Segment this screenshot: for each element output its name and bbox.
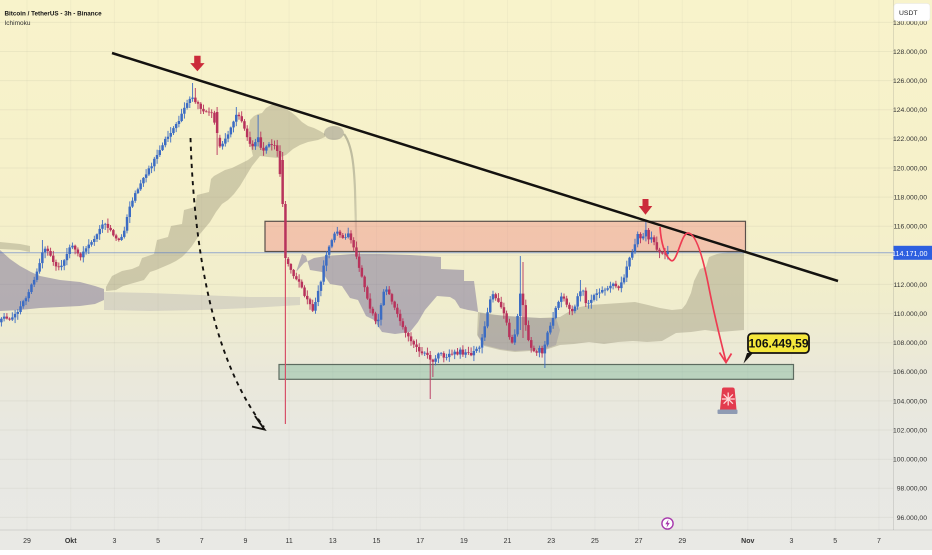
svg-text:11: 11 <box>285 538 292 545</box>
svg-text:USDT: USDT <box>899 10 918 17</box>
svg-text:122.000,00: 122.000,00 <box>893 136 927 143</box>
svg-text:100.000,00: 100.000,00 <box>893 457 927 464</box>
svg-text:15: 15 <box>373 538 381 545</box>
svg-text:120.000,00: 120.000,00 <box>893 165 927 172</box>
svg-text:96.000,00: 96.000,00 <box>897 515 927 522</box>
svg-text:112.000,00: 112.000,00 <box>893 282 927 289</box>
svg-text:21: 21 <box>504 538 512 545</box>
svg-text:118.000,00: 118.000,00 <box>893 195 927 202</box>
svg-text:126.000,00: 126.000,00 <box>893 78 927 85</box>
svg-text:29: 29 <box>23 538 31 545</box>
svg-text:17: 17 <box>416 538 424 545</box>
svg-text:25: 25 <box>591 538 599 545</box>
svg-text:23: 23 <box>547 538 555 545</box>
svg-text:124.000,00: 124.000,00 <box>893 107 927 114</box>
svg-text:106.449,59: 106.449,59 <box>748 337 808 351</box>
svg-text:3: 3 <box>112 538 116 545</box>
svg-text:104.000,00: 104.000,00 <box>893 398 927 405</box>
svg-text:116.000,00: 116.000,00 <box>893 224 927 231</box>
svg-text:7: 7 <box>200 538 204 545</box>
svg-text:27: 27 <box>635 538 643 545</box>
svg-text:29: 29 <box>678 538 686 545</box>
svg-text:Nov: Nov <box>741 538 754 545</box>
svg-text:106.000,00: 106.000,00 <box>893 369 927 376</box>
svg-text:98.000,00: 98.000,00 <box>897 486 927 493</box>
svg-text:110.000,00: 110.000,00 <box>893 311 927 318</box>
svg-text:13: 13 <box>329 538 337 545</box>
svg-text:9: 9 <box>243 538 247 545</box>
svg-text:102.000,00: 102.000,00 <box>893 427 927 434</box>
svg-text:7: 7 <box>877 538 881 545</box>
svg-text:19: 19 <box>460 538 468 545</box>
svg-text:3: 3 <box>790 538 794 545</box>
svg-text:5: 5 <box>156 538 160 545</box>
svg-text:128.000,00: 128.000,00 <box>893 49 927 56</box>
svg-text:Bitcoin / TetherUS - 3h - Bina: Bitcoin / TetherUS - 3h - Binance <box>5 11 103 18</box>
svg-text:Ichimoku: Ichimoku <box>5 20 31 27</box>
svg-text:114.171,00: 114.171,00 <box>892 249 927 258</box>
svg-text:108.000,00: 108.000,00 <box>893 340 927 347</box>
svg-text:5: 5 <box>833 538 837 545</box>
svg-text:Okt: Okt <box>65 538 77 545</box>
